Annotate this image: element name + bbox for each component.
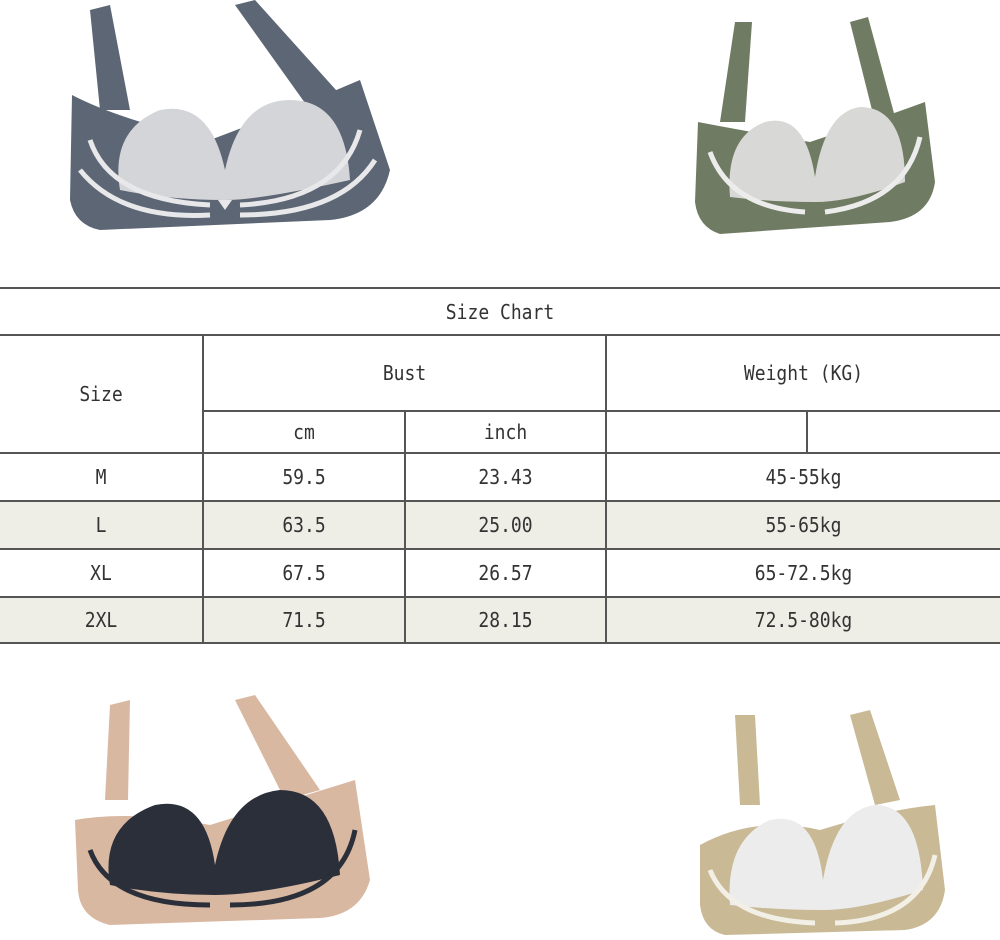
cell-weight: 65-72.5kg (754, 561, 853, 585)
header-cm: cm (293, 420, 315, 444)
cell-inch: 25.00 (478, 513, 533, 537)
header-bust: Bust (382, 361, 427, 385)
header-size: Size (79, 382, 123, 406)
grid-line (806, 411, 808, 454)
grid-line (202, 410, 1000, 412)
shaded-row-l (0, 502, 1000, 548)
size-chart-table: Size Chart Size Bust Weight (KG) cm inch… (0, 287, 1000, 644)
grid-line (0, 287, 1000, 289)
grid-line (0, 500, 1000, 502)
cell-size: XL (90, 561, 112, 585)
product-image-slate-bra (70, 0, 390, 230)
header-weight: Weight (KG) (743, 361, 864, 385)
cell-cm: 59.5 (282, 465, 326, 489)
cell-weight: 45-55kg (765, 465, 842, 489)
grid-line (0, 334, 1000, 336)
chart-title: Size Chart (445, 299, 555, 324)
grid-line (605, 335, 607, 644)
cell-size: M (95, 465, 107, 489)
grid-line (0, 548, 1000, 550)
grid-line (404, 411, 406, 644)
shaded-row-2xl (0, 597, 1000, 643)
product-image-nude-black-bra (75, 695, 370, 925)
cell-size: 2XL (84, 608, 118, 632)
cell-weight: 72.5-80kg (754, 608, 853, 632)
product-image-olive-bra (695, 17, 935, 234)
grid-line (202, 335, 204, 644)
product-image-khaki-white-bra (700, 710, 945, 935)
grid-line (0, 452, 1000, 454)
grid-line (0, 642, 1000, 644)
header-inch: inch (483, 420, 528, 444)
cell-inch: 26.57 (478, 561, 533, 585)
cell-inch: 23.43 (478, 465, 533, 489)
cell-inch: 28.15 (478, 608, 533, 632)
cell-cm: 67.5 (282, 561, 326, 585)
cell-cm: 71.5 (282, 608, 326, 632)
cell-size: L (95, 513, 107, 537)
cell-cm: 63.5 (282, 513, 326, 537)
grid-line (0, 596, 1000, 598)
cell-weight: 55-65kg (765, 513, 842, 537)
